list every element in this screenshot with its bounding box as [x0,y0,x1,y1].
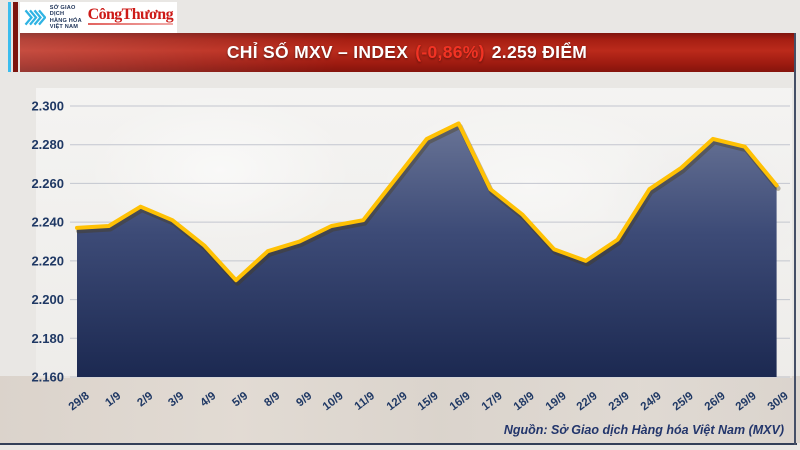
org-line-3: VIỆT NAM [49,23,79,30]
org-line-2: HÀNG HÓA [49,17,82,24]
y-tick-label: 2.180 [31,331,64,346]
y-tick-label: 2.220 [31,253,64,268]
chart-title-value: 2.259 ĐIỂM [491,42,588,62]
y-tick-label: 2.260 [31,176,64,191]
accent-stripe-cyan [8,2,11,72]
chart-title-change: (-0,86%) [415,42,485,62]
y-tick-label: 2.200 [31,292,64,307]
mxv-index-series [75,121,781,378]
y-tick-label: 2.240 [31,215,64,230]
title-banner: CHỈ SỐ MXV – INDEX (-0,86%) 2.259 ĐIỂM [20,33,794,72]
chart-title-prefix: CHỈ SỐ MXV – INDEX [226,42,409,62]
congthuong-wordmark: CôngThương [87,6,174,25]
y-axis-labels: 2.300 2.280 2.260 2.240 2.220 2.200 2.180 2.160 [31,99,64,385]
index-line [75,121,779,283]
y-tick-label: 2.300 [31,99,64,114]
area-fill [77,123,777,378]
y-tick-label: 2.160 [31,370,64,385]
logo-box: SỞ GIAO DỊCH HÀNG HÓA VIỆT NAM CôngThươn… [20,2,177,33]
photo-texture-strip [0,376,800,443]
org-line-1: SỞ GIAO DỊCH [49,5,76,18]
right-frame-bar [794,33,796,445]
y-tick-label: 2.280 [31,137,64,152]
bottom-frame-bar [0,443,797,445]
brand-label: CôngThương [87,6,174,23]
brand-rule [87,23,173,25]
mxv-chevrons-icon [24,9,46,26]
accent-stripe-maroon [13,2,18,72]
source-note: Nguồn: Sở Giao dịch Hàng hóa Việt Nam (M… [503,423,784,437]
mxv-org-name: SỞ GIAO DỊCH HÀNG HÓA VIỆT NAM [50,5,84,30]
